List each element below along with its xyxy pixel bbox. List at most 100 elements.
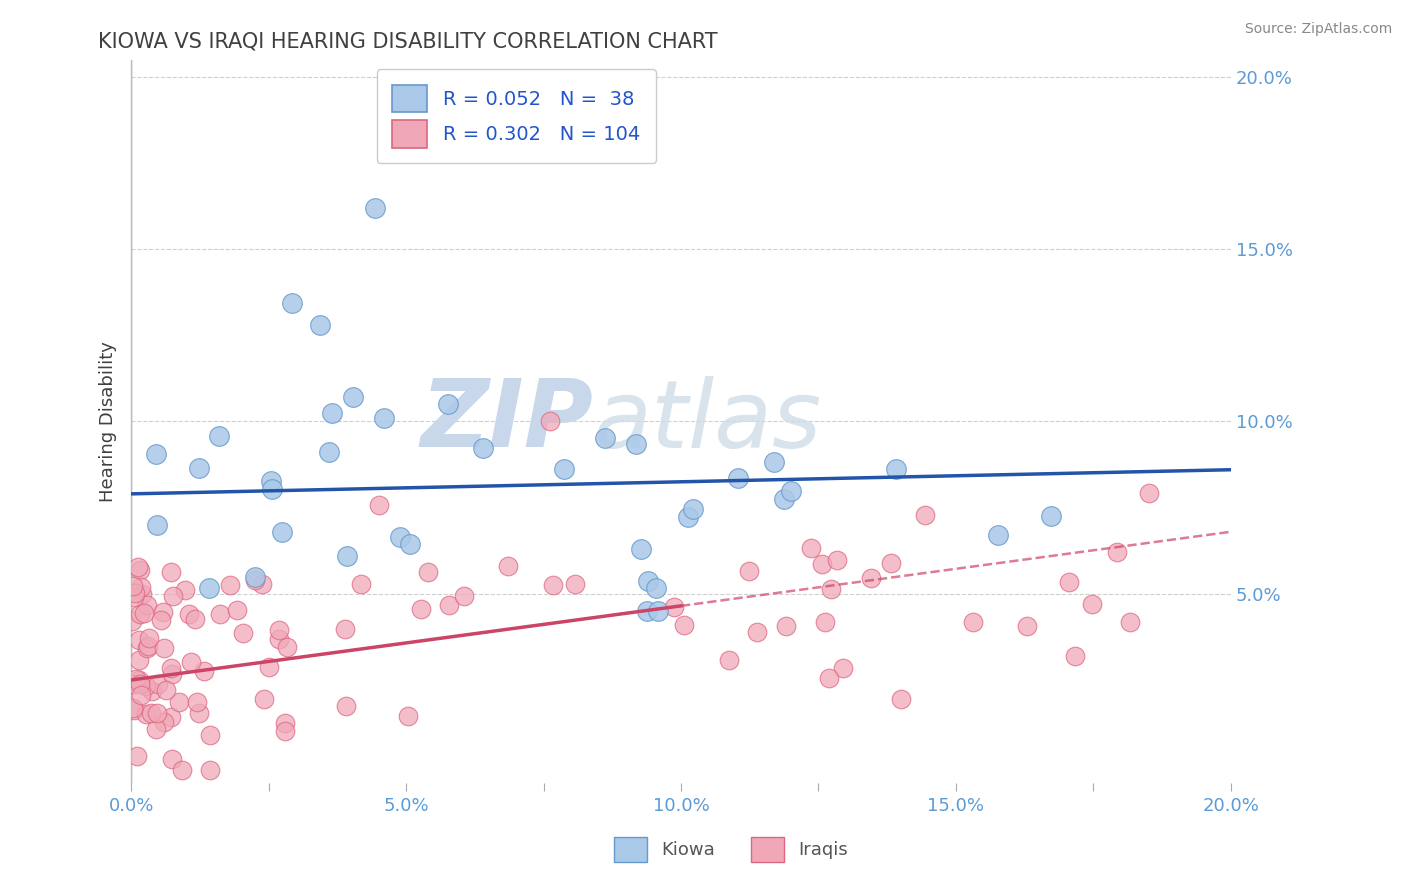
Point [281, 296, 304, 310]
Point [145, 722, 167, 736]
Point [274, 724, 297, 739]
Point [146, 518, 169, 533]
Point [141, 706, 163, 721]
Point [818, 671, 841, 685]
Point [1064, 648, 1087, 663]
Point [162, 667, 184, 681]
Point [831, 661, 853, 675]
Point [645, 581, 668, 595]
Point [243, 570, 266, 584]
Point [636, 604, 658, 618]
Point [775, 618, 797, 632]
Y-axis label: Hearing Disability: Hearing Disability [100, 341, 117, 502]
Point [160, 660, 183, 674]
Point [122, 591, 145, 605]
Point [335, 698, 357, 713]
Point [159, 566, 181, 580]
Point [146, 677, 169, 691]
Point [243, 574, 266, 588]
Point [453, 589, 475, 603]
Point [389, 530, 412, 544]
Point [772, 492, 794, 507]
Point [129, 607, 152, 621]
Point [399, 537, 422, 551]
Point [160, 709, 183, 723]
Point [150, 613, 173, 627]
Point [122, 676, 145, 690]
Point [180, 655, 202, 669]
Point [184, 612, 207, 626]
Point [409, 602, 432, 616]
Point [129, 580, 152, 594]
Point [135, 679, 157, 693]
Point [1057, 574, 1080, 589]
Point [368, 498, 391, 512]
Point [541, 578, 564, 592]
Point [884, 462, 907, 476]
Point [167, 695, 190, 709]
Point [128, 673, 150, 687]
Point [825, 552, 848, 566]
Point [269, 632, 291, 647]
Point [800, 541, 823, 555]
Point [127, 560, 149, 574]
Point [647, 604, 669, 618]
Point [128, 633, 150, 648]
Point [259, 660, 281, 674]
Point [1137, 486, 1160, 500]
Point [350, 576, 373, 591]
Legend: Kiowa, Iraqis: Kiowa, Iraqis [607, 830, 855, 870]
Point [270, 524, 292, 539]
Point [170, 764, 193, 778]
Point [780, 483, 803, 498]
Point [260, 475, 283, 489]
Point [250, 577, 273, 591]
Point [308, 318, 330, 332]
Point [141, 683, 163, 698]
Point [890, 692, 912, 706]
Point [745, 624, 768, 639]
Point [219, 578, 242, 592]
Point [187, 706, 209, 721]
Point [274, 716, 297, 731]
Point [135, 707, 157, 722]
Point [318, 444, 340, 458]
Point [160, 752, 183, 766]
Point [153, 715, 176, 730]
Point [232, 626, 254, 640]
Point [564, 577, 586, 591]
Point [727, 471, 749, 485]
Point [179, 607, 201, 621]
Point [373, 410, 395, 425]
Point [472, 441, 495, 455]
Point [814, 615, 837, 630]
Point [122, 703, 145, 717]
Point [396, 709, 419, 723]
Point [342, 391, 364, 405]
Point [718, 653, 741, 667]
Point [593, 431, 616, 445]
Point [810, 557, 832, 571]
Point [134, 606, 156, 620]
Point [630, 541, 652, 556]
Point [125, 749, 148, 764]
Point [253, 691, 276, 706]
Point [129, 688, 152, 702]
Point [820, 582, 842, 596]
Point [136, 639, 159, 653]
Point [121, 701, 143, 715]
Point [496, 558, 519, 573]
Point [335, 622, 357, 636]
Point [208, 607, 231, 621]
Point [152, 641, 174, 656]
Point [125, 672, 148, 686]
Point [145, 706, 167, 720]
Point [128, 653, 150, 667]
Point [162, 589, 184, 603]
Point [737, 564, 759, 578]
Point [416, 566, 439, 580]
Point [538, 415, 561, 429]
Point [363, 201, 385, 215]
Text: Source: ZipAtlas.com: Source: ZipAtlas.com [1244, 22, 1392, 37]
Point [174, 583, 197, 598]
